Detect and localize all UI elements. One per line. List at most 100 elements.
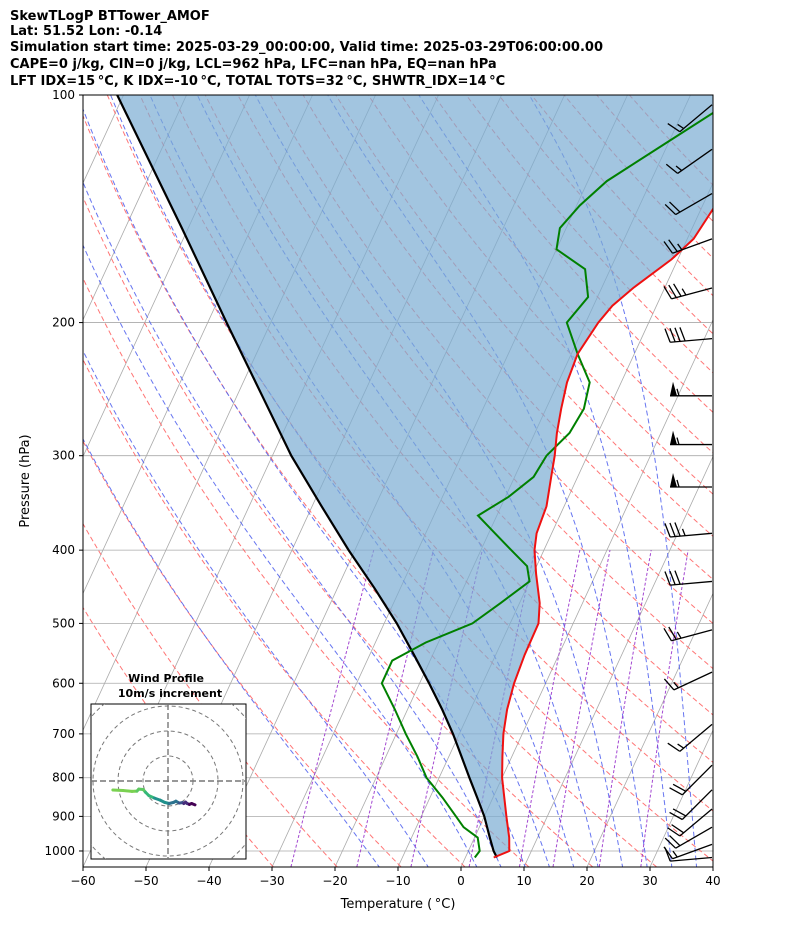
wind-barb-staff (672, 238, 713, 254)
wind-barb-flag (664, 837, 677, 849)
isotherm-line (460, 318, 713, 867)
wind-barb (664, 327, 713, 343)
y-tick-label: 100 (52, 88, 75, 102)
wind-barb-staff (681, 764, 713, 796)
wind-barb-flag (668, 284, 677, 298)
chart-title: SkewTLogP BTTower_AMOF (10, 9, 210, 24)
isotherm-line (712, 866, 713, 867)
mixing-ratio-line (410, 549, 483, 867)
dry-adiabat (83, 440, 402, 867)
dry-adiabat (83, 358, 466, 867)
wind-barb-flag (669, 570, 676, 585)
wind-barb (664, 570, 713, 586)
y-tick-label: 300 (52, 449, 75, 463)
wind-barb-staff (673, 671, 713, 691)
x-tick-label: 10 (516, 874, 531, 888)
moist-adiabat (327, 95, 648, 867)
y-tick-label: 500 (52, 616, 75, 630)
wind-barb (664, 192, 713, 216)
dry-adiabat (139, 95, 713, 812)
wind-barb-flag (674, 327, 681, 342)
wind-barb-half-flag (681, 288, 687, 296)
y-tick-label: 1000 (44, 844, 75, 858)
wind-barb-half-flag (673, 681, 679, 689)
x-tick-label: −60 (70, 874, 95, 888)
wind-barb-flag (669, 327, 676, 343)
wind-barb-flag (672, 783, 687, 792)
x-tick-label: 0 (457, 874, 465, 888)
wind-barb-staff (671, 629, 713, 642)
time-line: Simulation start time: 2025-03-29_00:00:… (10, 40, 603, 55)
wind-barb-staff (670, 580, 713, 586)
wind-barb-half-flag (676, 631, 682, 639)
x-tick-label: −40 (196, 874, 221, 888)
wind-barb-half-flag (672, 850, 678, 858)
x-tick-label: 40 (705, 874, 720, 888)
y-tick-label: 600 (52, 676, 75, 690)
wind-barb-half-flag (681, 528, 686, 536)
x-tick-label: −10 (385, 874, 410, 888)
wind-barb-flag (669, 811, 683, 821)
moist-adiabat (83, 244, 478, 867)
wind-barb-flag (671, 824, 685, 834)
x-tick-label: −20 (322, 874, 347, 888)
wind-barb-flag (674, 570, 681, 585)
dry-adiabat (433, 95, 713, 414)
wind-barb-flag (669, 787, 683, 796)
moist-adiabat (83, 438, 380, 867)
wind-barb (670, 473, 712, 488)
parcel-profile-line (116, 95, 498, 858)
index-line: LFT IDX=15 °C, K IDX=-10 °C, TOTAL TOTS=… (10, 74, 506, 89)
wind-barb-staff (679, 723, 713, 752)
wind-barb (667, 808, 713, 837)
wind-barb-staff (672, 843, 713, 860)
wind-barb-flag (669, 522, 676, 537)
hodograph-segment (121, 788, 134, 793)
wind-barb (667, 723, 713, 752)
isotherm-line (586, 592, 713, 867)
mixing-ratio-line (468, 549, 536, 867)
wind-barb-flag (667, 123, 681, 133)
mixing-ratio-line (598, 550, 652, 867)
wind-barb-flag (679, 327, 686, 342)
wind-barb-flag (673, 283, 682, 297)
moist-adiabat (83, 349, 429, 867)
y-tick-label: 400 (52, 543, 75, 557)
x-tick-label: −30 (259, 874, 284, 888)
mixing-ratio-line (518, 549, 581, 867)
wind-barb-flag (664, 328, 671, 343)
isotherm-line (523, 455, 713, 867)
wind-barb (663, 283, 713, 300)
wind-barb-flag (667, 742, 681, 752)
wind-barb-flag (663, 627, 672, 642)
wind-barb-flag (664, 203, 677, 215)
wind-barb-pennant (670, 381, 677, 396)
wind-barb-staff (675, 826, 713, 849)
y-tick-label: 700 (52, 727, 75, 741)
wind-barb-flag (665, 163, 679, 174)
x-axis-label: Temperature ( °C) (340, 897, 456, 912)
wind-barb-flag (668, 626, 677, 640)
wind-barb-staff (677, 148, 713, 174)
wind-barb-flag (663, 286, 672, 300)
wind-barb-staff (679, 104, 713, 133)
wind-barb (664, 826, 713, 849)
wind-barb (663, 843, 713, 860)
hodograph-plot (91, 704, 246, 859)
isotherm-line (83, 95, 187, 321)
wind-barb-flag (667, 827, 681, 837)
temperature-line (493, 207, 713, 859)
wind-barb-flag (664, 571, 671, 586)
y-tick-label: 200 (52, 316, 75, 330)
wind-barb (665, 148, 713, 174)
y-axis-label: Pressure (hPa) (18, 434, 33, 527)
y-tick-label: 800 (52, 771, 75, 785)
dry-adiabat (204, 95, 713, 716)
wind-barb (670, 381, 712, 397)
wind-barb (667, 104, 713, 133)
wind-barb-pennant (670, 430, 677, 445)
isotherm-line (649, 729, 713, 867)
wind-barb (664, 522, 713, 538)
wind-barb-staff (670, 337, 713, 343)
wind-barb-flag (663, 678, 675, 691)
